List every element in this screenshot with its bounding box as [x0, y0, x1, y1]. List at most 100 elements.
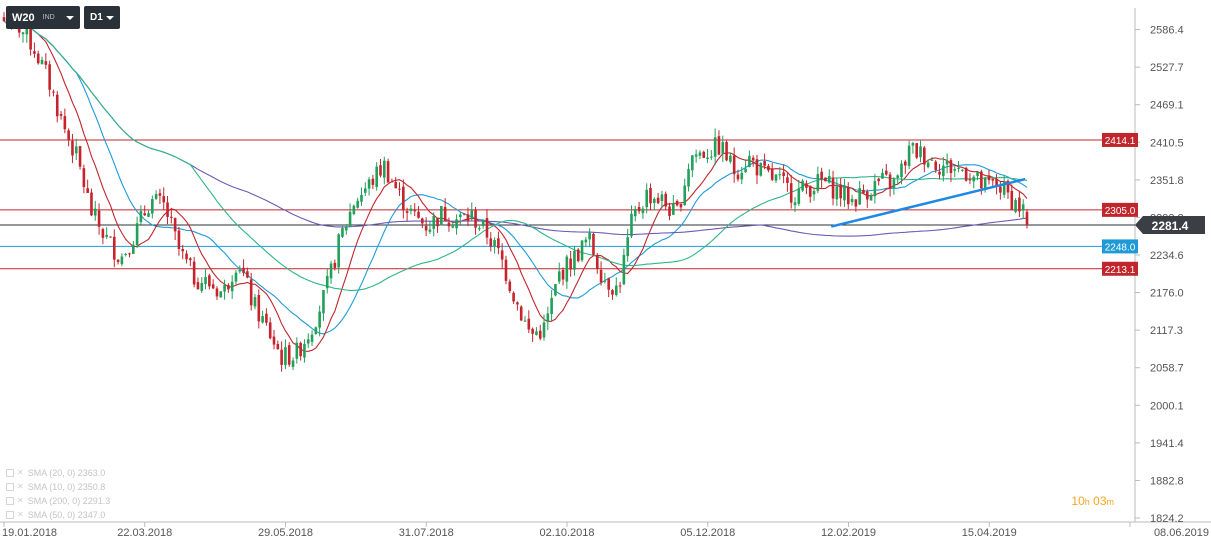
- candle-body: [736, 174, 740, 180]
- candle-body: [478, 228, 481, 230]
- candle-body: [204, 277, 207, 284]
- settings-icon[interactable]: [6, 497, 14, 505]
- y-tick-label: 2469.1: [1150, 100, 1184, 112]
- candle-body: [82, 168, 86, 188]
- symbol-selector[interactable]: W20 IND: [6, 6, 80, 29]
- x-tick-label: 02.10.2018: [539, 527, 594, 539]
- close-icon[interactable]: ✕: [17, 468, 24, 477]
- candle-body: [352, 205, 356, 214]
- candle-body: [348, 211, 352, 227]
- candle-body: [390, 181, 394, 183]
- candle-body: [428, 229, 432, 232]
- candle-body: [497, 238, 500, 249]
- candle-body: [481, 219, 485, 226]
- candle-body: [276, 343, 280, 350]
- legend-item-sma-10[interactable]: ✕ SMA (10, 0) 2350.8: [6, 480, 110, 494]
- candle-body: [980, 171, 983, 189]
- timeframe-selector[interactable]: D1: [84, 6, 120, 29]
- candle-body: [493, 240, 496, 247]
- candle-body: [181, 248, 185, 252]
- settings-icon[interactable]: [6, 469, 14, 477]
- candle-body: [1010, 190, 1014, 211]
- settings-icon[interactable]: [6, 511, 14, 519]
- candle-body: [999, 186, 1002, 193]
- candle-body: [573, 250, 576, 270]
- settings-icon[interactable]: [6, 483, 14, 491]
- candle-body: [413, 210, 417, 212]
- candle-body: [782, 172, 785, 176]
- candle-body: [101, 229, 105, 238]
- candle-body: [44, 61, 48, 65]
- candle-body: [873, 181, 877, 197]
- candle-body: [850, 198, 854, 203]
- candle-body: [341, 228, 344, 237]
- legend-item-sma-50[interactable]: ✕ SMA (50, 0) 2347.0: [6, 508, 110, 522]
- candle-body: [698, 152, 702, 156]
- candle-body: [618, 285, 622, 287]
- candle-body: [687, 169, 690, 187]
- candle-body: [177, 230, 181, 249]
- candle-body: [953, 169, 957, 171]
- candle-body: [238, 269, 242, 272]
- candle-body: [649, 188, 652, 204]
- candle-body: [128, 253, 131, 255]
- price-level-label: 2213.1: [1105, 265, 1136, 276]
- candle-body: [827, 176, 831, 183]
- candle-body: [211, 284, 215, 289]
- candle-body: [987, 175, 991, 181]
- candle-body: [451, 225, 455, 228]
- candle-body: [432, 215, 436, 229]
- candle-body: [1025, 211, 1029, 225]
- candle-body: [344, 226, 348, 231]
- candle-body: [748, 155, 751, 168]
- current-price-tag: [1135, 215, 1205, 234]
- candle-body: [991, 178, 995, 181]
- x-tick-label: 12.02.2019: [821, 527, 876, 539]
- candle-body: [398, 188, 401, 190]
- current-price-label: 2281.4: [1152, 219, 1189, 233]
- candle-body: [356, 200, 359, 208]
- candle-body: [223, 284, 226, 292]
- candle-body: [820, 171, 823, 180]
- candle-body: [417, 211, 420, 218]
- candle-body: [124, 253, 127, 255]
- close-icon[interactable]: ✕: [17, 510, 24, 519]
- candles: [2, 11, 1029, 372]
- candle-body: [831, 177, 835, 199]
- legend-label: SMA (10, 0) 2350.8: [27, 482, 106, 492]
- candle-body: [360, 194, 363, 202]
- candle-body: [462, 213, 466, 215]
- candle-body: [71, 140, 74, 156]
- candle-body: [97, 210, 101, 227]
- candle-body: [599, 269, 603, 283]
- candle-body: [896, 175, 899, 179]
- legend-item-sma-200[interactable]: ✕ SMA (200, 0) 2291.3: [6, 494, 110, 508]
- candle-body: [1006, 180, 1010, 193]
- candle-body: [911, 143, 915, 146]
- candle-body: [1018, 197, 1021, 212]
- candle-body: [892, 179, 896, 188]
- candle-body: [303, 343, 306, 358]
- candle-body: [132, 244, 135, 254]
- close-icon[interactable]: ✕: [17, 482, 24, 491]
- candle-body: [63, 116, 67, 130]
- legend-item-sma-20[interactable]: ✕ SMA (20, 0) 2363.0: [6, 466, 110, 480]
- candle-body: [706, 157, 709, 160]
- candle-body: [942, 165, 945, 177]
- candle-body: [542, 322, 546, 338]
- y-tick-label: 2410.5: [1150, 137, 1184, 149]
- candle-body: [968, 179, 972, 181]
- candle-body: [839, 184, 842, 199]
- close-icon[interactable]: ✕: [17, 496, 24, 505]
- candle-body: [284, 347, 287, 366]
- countdown-minutes: 03: [1093, 494, 1107, 508]
- candle-body: [402, 186, 405, 211]
- x-tick-label: 22.03.2018: [117, 527, 172, 539]
- candle-body: [770, 168, 774, 180]
- candle-body: [382, 160, 386, 178]
- candle-body: [843, 185, 846, 201]
- candle-body: [375, 166, 378, 187]
- candle-body: [306, 339, 310, 344]
